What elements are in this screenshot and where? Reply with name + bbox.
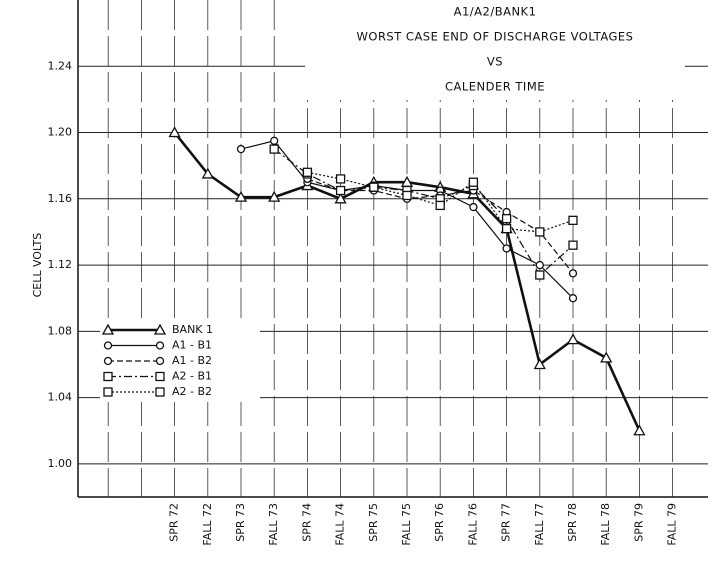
- marker: [402, 190, 412, 201]
- legend-label: A1 - B1: [172, 339, 212, 352]
- chart-title: VS: [487, 55, 503, 69]
- marker: [600, 351, 613, 363]
- legend-marker: [103, 356, 113, 366]
- y-axis-label: CELL VOLTS: [31, 233, 44, 298]
- x-tick-label: SPR 74: [300, 503, 313, 542]
- marker: [501, 214, 512, 224]
- legend-marker: [155, 371, 165, 382]
- x-tick-label: FALL 77: [533, 503, 546, 546]
- chart-title: A1/A2/BANK1: [454, 5, 537, 19]
- legend-marker: [155, 387, 165, 397]
- marker: [568, 240, 578, 250]
- marker: [533, 358, 546, 370]
- x-tick-label: SPR 72: [168, 503, 181, 542]
- x-tick-label: SPR 78: [566, 503, 579, 542]
- marker: [566, 333, 580, 345]
- x-tick-label: SPR 79: [632, 503, 645, 542]
- legend-marker: [101, 323, 115, 335]
- y-tick-label: 1.24: [48, 59, 73, 72]
- marker: [201, 167, 214, 179]
- y-tick-label: 1.08: [48, 324, 73, 337]
- x-tick-label: FALL 73: [267, 503, 280, 546]
- chart-title: WORST CASE END OF DISCHARGE VOLTAGES: [357, 30, 634, 44]
- legend-label: A1 - B2: [172, 354, 212, 367]
- legend-marker: [103, 341, 113, 350]
- chart-title: CALENDER TIME: [445, 80, 545, 94]
- legend-label: A2 - B1: [172, 370, 212, 383]
- legend-marker: [103, 387, 113, 397]
- marker: [335, 185, 346, 196]
- marker: [468, 177, 479, 187]
- marker: [435, 200, 445, 211]
- marker: [270, 136, 279, 145]
- marker: [633, 424, 646, 436]
- y-tick-label: 1.20: [48, 126, 73, 139]
- x-tick-label: FALL 74: [334, 503, 347, 546]
- x-tick-label: FALL 72: [201, 503, 214, 546]
- marker: [568, 294, 578, 303]
- marker: [234, 190, 248, 202]
- x-tick-label: SPR 75: [367, 503, 380, 542]
- marker: [369, 182, 379, 192]
- marker: [334, 192, 347, 204]
- marker: [236, 144, 246, 154]
- legend-marker: [153, 323, 167, 335]
- marker: [469, 202, 478, 212]
- marker: [335, 174, 346, 184]
- x-tick-label: FALL 75: [400, 503, 413, 546]
- legend-label: BANK 1: [172, 323, 213, 336]
- marker: [502, 244, 511, 253]
- y-tick-label: 1.16: [48, 192, 73, 205]
- x-tick-label: SPR 73: [234, 503, 247, 542]
- marker: [501, 223, 512, 234]
- marker: [269, 144, 279, 154]
- x-tick-label: FALL 76: [466, 503, 479, 546]
- marker: [168, 126, 181, 138]
- legend-marker: [103, 371, 113, 382]
- series-line: [273, 148, 574, 276]
- marker: [535, 227, 545, 237]
- legend-label: A2 - B2: [172, 385, 212, 398]
- y-tick-label: 1.12: [48, 258, 73, 271]
- x-tick-label: FALL 79: [666, 503, 679, 546]
- x-tick-label: SPR 76: [433, 503, 446, 542]
- marker: [535, 260, 544, 270]
- legend-marker: [155, 341, 165, 350]
- marker: [568, 269, 578, 278]
- legend-marker: [155, 356, 165, 366]
- x-tick-label: FALL 78: [599, 503, 612, 546]
- marker: [302, 167, 313, 177]
- x-tick-label: SPR 77: [500, 503, 513, 542]
- marker: [535, 270, 545, 280]
- marker: [268, 190, 281, 202]
- y-tick-label: 1.00: [48, 457, 73, 470]
- title-box: [305, 0, 685, 100]
- marker: [568, 215, 578, 225]
- y-tick-label: 1.04: [48, 391, 73, 404]
